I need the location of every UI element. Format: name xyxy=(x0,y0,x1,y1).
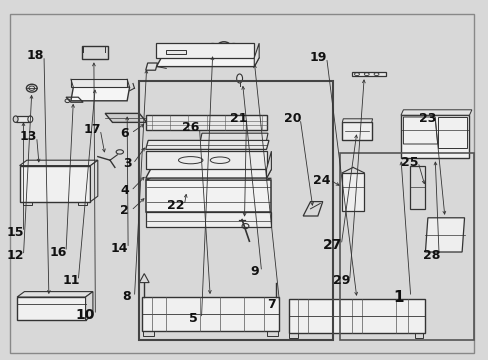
Polygon shape xyxy=(145,212,271,227)
Text: 20: 20 xyxy=(283,112,301,125)
Ellipse shape xyxy=(28,116,33,122)
Ellipse shape xyxy=(226,44,240,54)
Text: 11: 11 xyxy=(62,274,80,287)
Polygon shape xyxy=(351,72,386,76)
Text: 13: 13 xyxy=(20,130,37,143)
Polygon shape xyxy=(85,292,93,320)
Text: 5: 5 xyxy=(188,312,197,325)
Polygon shape xyxy=(17,297,85,320)
Polygon shape xyxy=(145,178,271,180)
Polygon shape xyxy=(145,180,271,212)
Text: 10: 10 xyxy=(76,308,95,322)
Polygon shape xyxy=(200,133,267,140)
Polygon shape xyxy=(145,151,266,169)
Bar xyxy=(142,331,153,336)
Text: 7: 7 xyxy=(266,298,275,311)
Polygon shape xyxy=(342,119,372,122)
Ellipse shape xyxy=(217,42,230,52)
Polygon shape xyxy=(20,166,90,202)
Polygon shape xyxy=(254,43,259,67)
Text: 18: 18 xyxy=(26,49,44,62)
Polygon shape xyxy=(425,218,464,252)
Polygon shape xyxy=(156,43,254,58)
Text: 22: 22 xyxy=(167,199,184,212)
Polygon shape xyxy=(17,292,93,297)
Bar xyxy=(414,333,423,338)
Polygon shape xyxy=(145,140,268,149)
Text: 1: 1 xyxy=(392,289,403,305)
Polygon shape xyxy=(20,160,98,166)
Bar xyxy=(266,331,277,336)
Text: 27: 27 xyxy=(322,238,342,252)
Polygon shape xyxy=(156,58,259,67)
Text: 19: 19 xyxy=(308,51,326,64)
Text: 8: 8 xyxy=(122,291,130,303)
Polygon shape xyxy=(288,299,425,333)
Text: 15: 15 xyxy=(7,226,24,239)
Text: 17: 17 xyxy=(83,123,101,136)
Bar xyxy=(139,81,332,340)
Bar xyxy=(166,50,185,54)
Polygon shape xyxy=(145,115,266,130)
Polygon shape xyxy=(400,115,468,158)
Text: 6: 6 xyxy=(120,127,129,140)
Text: 25: 25 xyxy=(400,156,418,168)
Text: 26: 26 xyxy=(182,121,199,134)
Polygon shape xyxy=(105,113,146,122)
Polygon shape xyxy=(90,160,98,202)
Polygon shape xyxy=(342,122,371,140)
Polygon shape xyxy=(342,173,364,211)
Bar xyxy=(78,202,87,205)
Text: 21: 21 xyxy=(229,112,247,125)
Text: 9: 9 xyxy=(249,265,258,278)
Bar xyxy=(289,333,298,338)
Text: 4: 4 xyxy=(120,184,129,197)
Bar xyxy=(82,46,107,59)
Polygon shape xyxy=(145,63,157,70)
Text: 2: 2 xyxy=(120,204,129,217)
Ellipse shape xyxy=(26,84,37,92)
Polygon shape xyxy=(71,79,127,87)
Text: 23: 23 xyxy=(418,112,436,125)
Text: 29: 29 xyxy=(332,274,349,287)
Text: 28: 28 xyxy=(422,249,439,262)
Polygon shape xyxy=(145,169,271,178)
Polygon shape xyxy=(400,110,471,115)
Polygon shape xyxy=(266,151,271,178)
Bar xyxy=(23,202,32,205)
Ellipse shape xyxy=(236,74,242,83)
Text: 24: 24 xyxy=(312,174,330,186)
Polygon shape xyxy=(180,187,195,221)
Ellipse shape xyxy=(13,116,18,122)
Text: 14: 14 xyxy=(111,242,128,255)
Text: 3: 3 xyxy=(122,157,131,170)
Bar xyxy=(339,153,473,340)
Bar xyxy=(16,116,30,122)
Text: 12: 12 xyxy=(7,249,24,262)
Text: 16: 16 xyxy=(50,246,67,258)
Polygon shape xyxy=(142,297,278,331)
Ellipse shape xyxy=(205,44,219,54)
Polygon shape xyxy=(71,87,129,101)
